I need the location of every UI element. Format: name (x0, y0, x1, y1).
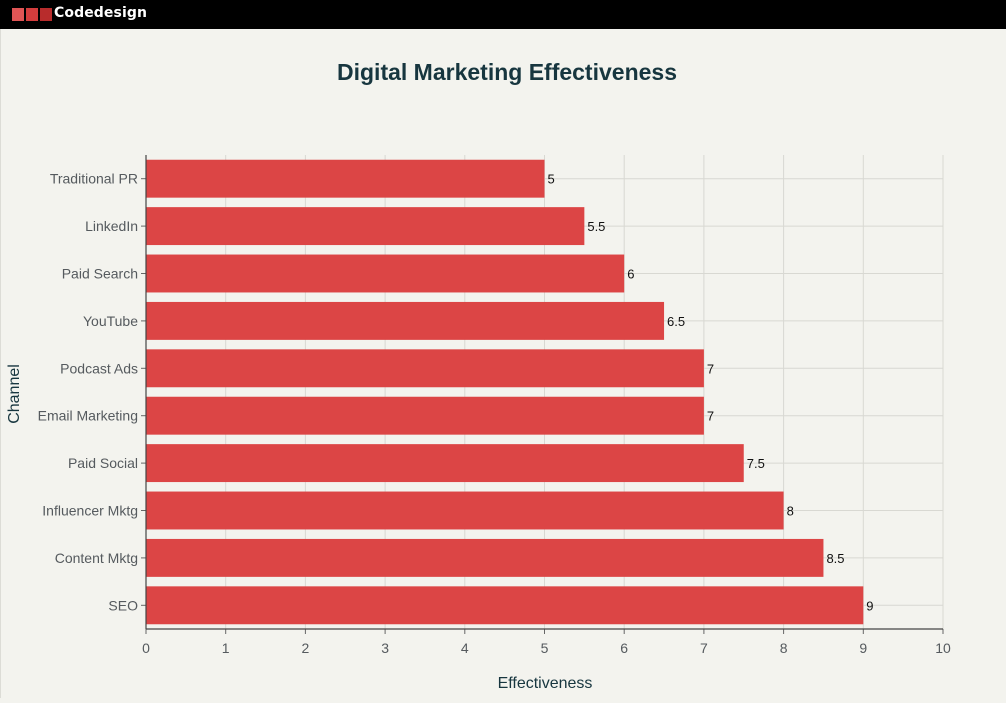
value-label: 6 (627, 267, 634, 282)
axes: 0 1 2 3 4 5 6 7 8 9 10 Traditional PR LinkedIn Paid S… (38, 155, 951, 656)
x-tick-label: 10 (935, 640, 951, 656)
value-label: 6.5 (667, 314, 685, 329)
x-tick-label: 0 (142, 640, 150, 656)
category-label: YouTube (83, 313, 138, 329)
bar (146, 444, 744, 483)
bar (146, 538, 824, 577)
bars: 5 5.5 6 6.5 7 7 7.5 8 8.5 9 (146, 159, 874, 625)
category-label: Traditional PR (50, 171, 138, 187)
value-label: 9 (866, 598, 873, 613)
bar (146, 301, 665, 340)
category-label: Podcast Ads (60, 360, 138, 376)
x-tick-label: 3 (381, 640, 389, 656)
category-label: Email Marketing (38, 408, 138, 424)
x-tick-label: 1 (222, 640, 230, 656)
logo-icon (12, 8, 52, 21)
x-tick-label: 8 (780, 640, 788, 656)
bar (146, 491, 784, 530)
value-label: 7 (707, 361, 714, 376)
y-axis-label: Channel (6, 364, 23, 424)
bar (146, 396, 704, 435)
x-axis-label: Effectiveness (498, 675, 593, 692)
bar-chart: Digital Marketing Effectiveness 5 5.5 6 6.5… (6, 59, 951, 692)
x-tick-label: 2 (302, 640, 310, 656)
category-label: Content Mktg (55, 550, 138, 566)
value-label: 7 (707, 409, 714, 424)
chart-title: Digital Marketing Effectiveness (337, 59, 677, 85)
category-label: LinkedIn (85, 218, 138, 234)
category-label: SEO (108, 597, 138, 613)
bar (146, 349, 704, 388)
value-label: 8.5 (826, 551, 844, 566)
category-label: Paid Search (62, 266, 138, 282)
value-label: 8 (787, 504, 794, 519)
bar (146, 254, 625, 293)
x-tick-label: 6 (620, 640, 628, 656)
category-label: Influencer Mktg (42, 503, 138, 519)
x-tick-label: 4 (461, 640, 469, 656)
brand-name: Codedesign (54, 5, 148, 21)
value-label: 5 (548, 172, 555, 187)
value-label: 7.5 (747, 456, 765, 471)
category-label: Paid Social (68, 455, 138, 471)
x-tick-label: 5 (541, 640, 549, 656)
chart-container: Digital Marketing Effectiveness 5 5.5 6 6.5… (0, 29, 1006, 698)
bar (146, 586, 864, 625)
x-tick-label: 9 (859, 640, 867, 656)
header-bar: Codedesign (0, 0, 1006, 29)
value-label: 5.5 (587, 219, 605, 234)
x-tick-label: 7 (700, 640, 708, 656)
bar (146, 207, 585, 246)
bar (146, 159, 545, 198)
